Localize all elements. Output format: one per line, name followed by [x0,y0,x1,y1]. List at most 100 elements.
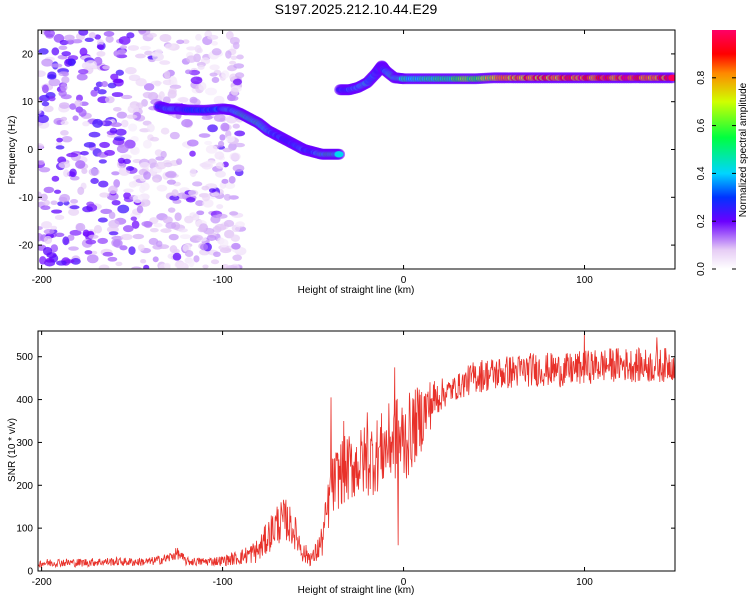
noise-blob [219,134,226,141]
noise-blob [82,121,90,127]
noise-blob [205,87,218,96]
noise-blob [84,250,93,255]
page-title: S197.2025.212.10.44.E29 [275,1,438,17]
noise-blob [54,232,65,237]
y-tick-label: 100 [16,524,33,535]
noise-blob [230,87,239,96]
noise-blob [62,71,69,77]
noise-blob [41,58,54,67]
noise-blob [99,192,110,198]
noise-blob [69,205,80,210]
noise-blob [211,192,220,197]
colorbar-tick-label: 0.8 [696,70,707,84]
noise-blob [188,258,195,268]
snr-y-label: SNR (10 * v/v) [7,418,18,482]
noise-blob [111,235,124,241]
noise-blob [88,32,96,39]
noise-blob [43,199,50,206]
noise-blob [201,193,211,202]
noise-blob [81,168,88,174]
noise-blob [204,140,213,146]
noise-blob [197,226,207,233]
noise-blob [225,135,235,143]
noise-blob [128,74,141,82]
noise-blob [93,86,100,91]
noise-blob [164,171,176,178]
noise-blob [232,254,242,262]
noise-blob [196,210,205,216]
noise-blob [119,245,128,251]
noise-blob [57,201,64,207]
noise-blob [94,34,101,40]
noise-blob [101,80,108,88]
noise-blob [62,236,70,246]
noise-blob [192,213,200,221]
snr-y-ticks: 0 100 200 300 400 500 [16,352,675,578]
noise-blob [184,250,194,257]
noise-blob [69,103,77,110]
colorbar-ticks: 0.0 0.2 0.4 0.6 0.8 [696,70,736,276]
noise-blob [229,95,239,101]
noise-blob [205,160,216,165]
noise-blob [234,142,245,148]
noise-blob [90,89,98,97]
noise-blob [92,118,103,128]
noise-blob [215,162,225,169]
noise-blob [159,60,171,65]
noise-blob [85,239,97,245]
noise-blob [184,215,194,224]
colorbar-gradient [712,30,736,269]
noise-blob [86,201,95,207]
noise-blob [155,156,165,161]
noise-blob [167,207,176,213]
noise-blob [126,32,135,39]
snr-series-line [38,333,675,569]
noise-blob [143,83,155,91]
colorbar-tick-label: 0.0 [696,262,707,276]
noise-blob [48,96,56,102]
noise-blob [228,195,239,200]
noise-blob [177,96,189,103]
noise-blob [59,39,69,46]
noise-blob [220,122,230,132]
noise-blob [96,50,106,57]
noise-blob [214,151,225,160]
noise-blob [111,92,124,98]
noise-blob [102,65,111,70]
noise-blob [39,256,47,265]
noise-blob [211,41,218,46]
noise-blob [58,161,71,169]
noise-blob [38,143,44,150]
noise-blob [63,169,70,178]
noise-blob [116,111,128,119]
snr-frame [37,330,676,572]
colorbar-tick-label: 0.6 [696,118,707,132]
noise-blob [230,55,238,60]
noise-blob [171,189,179,197]
noise-blob [50,225,58,231]
x-tick-label: 100 [576,275,593,286]
noise-blob [82,205,93,213]
noise-blob [88,168,100,177]
y-tick-label: -10 [19,193,34,204]
noise-blob [214,223,227,231]
noise-blob [50,63,63,68]
noise-blob [232,78,243,86]
noise-blob [190,76,203,85]
noise-blob [182,39,190,44]
noise-blob [165,222,177,229]
noise-blob [63,34,75,41]
noise-blob [208,188,216,193]
noise-blob [195,200,205,207]
noise-blob [194,45,202,53]
noise-blob [88,131,101,138]
noise-blob [130,216,137,221]
noise-blob [111,171,120,176]
ridge-core [334,151,344,158]
noise-blob [110,73,119,81]
colorbar-tick-label: 0.4 [696,166,707,180]
noise-blob [60,120,69,126]
noise-blob [58,45,68,51]
noise-blob [96,44,105,50]
noise-blob [115,128,127,136]
